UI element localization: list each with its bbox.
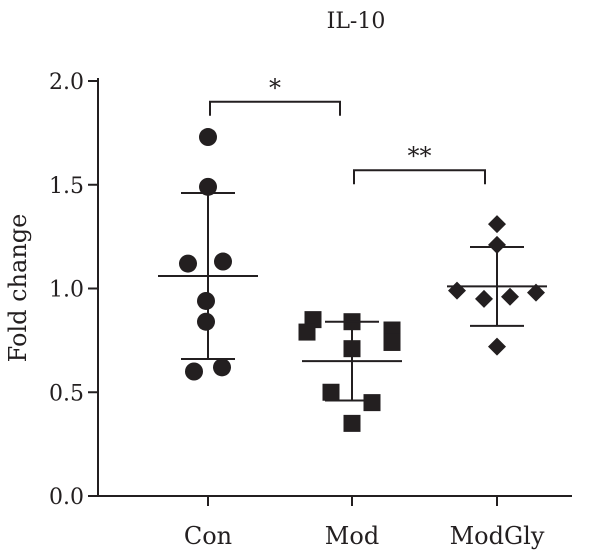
data-point-diamond bbox=[527, 283, 545, 302]
x-tick-label: Mod bbox=[325, 522, 379, 550]
data-point-square bbox=[383, 333, 401, 351]
significance-label: ** bbox=[408, 142, 432, 170]
data-point-circle bbox=[213, 358, 231, 377]
data-point-diamond bbox=[488, 235, 506, 254]
data-point-circle bbox=[197, 291, 215, 310]
y-tick-label: 1.0 bbox=[49, 278, 84, 303]
data-point-diamond bbox=[501, 287, 519, 306]
data-point-circle bbox=[199, 177, 217, 196]
y-tick-label: 0.0 bbox=[49, 485, 84, 510]
data-point-square bbox=[363, 394, 381, 412]
y-tick-label: 0.5 bbox=[49, 381, 84, 406]
x-tick-label: ModGly bbox=[450, 522, 545, 550]
y-tick-label: 2.0 bbox=[49, 70, 84, 95]
data-point-diamond bbox=[488, 337, 506, 356]
data-point-circle bbox=[214, 252, 232, 271]
data-point-diamond bbox=[488, 215, 506, 234]
significance-bracket bbox=[353, 169, 486, 185]
significance-bracket bbox=[209, 100, 341, 116]
data-point-circle bbox=[179, 254, 197, 273]
data-point-square bbox=[322, 383, 340, 401]
data-point-circle bbox=[185, 362, 203, 381]
significance-label: * bbox=[269, 74, 281, 102]
chart-title: IL-10 bbox=[327, 9, 386, 34]
data-point-circle bbox=[197, 312, 215, 331]
y-axis-label: Fold change bbox=[4, 214, 32, 363]
data-point-diamond bbox=[475, 289, 493, 308]
x-tick-label: Con bbox=[184, 522, 232, 550]
data-point-square bbox=[298, 323, 316, 341]
data-point-diamond bbox=[448, 281, 466, 300]
y-tick-label: 1.5 bbox=[49, 174, 84, 199]
data-point-square bbox=[343, 414, 361, 432]
data-point-circle bbox=[199, 128, 217, 147]
